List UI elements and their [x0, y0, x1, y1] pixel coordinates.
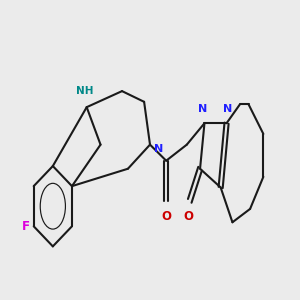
Text: NH: NH: [76, 86, 93, 97]
Text: N: N: [198, 103, 208, 114]
Text: O: O: [161, 211, 171, 224]
Text: N: N: [224, 103, 233, 114]
Text: O: O: [183, 211, 193, 224]
Text: N: N: [154, 144, 164, 154]
Text: F: F: [22, 220, 30, 233]
